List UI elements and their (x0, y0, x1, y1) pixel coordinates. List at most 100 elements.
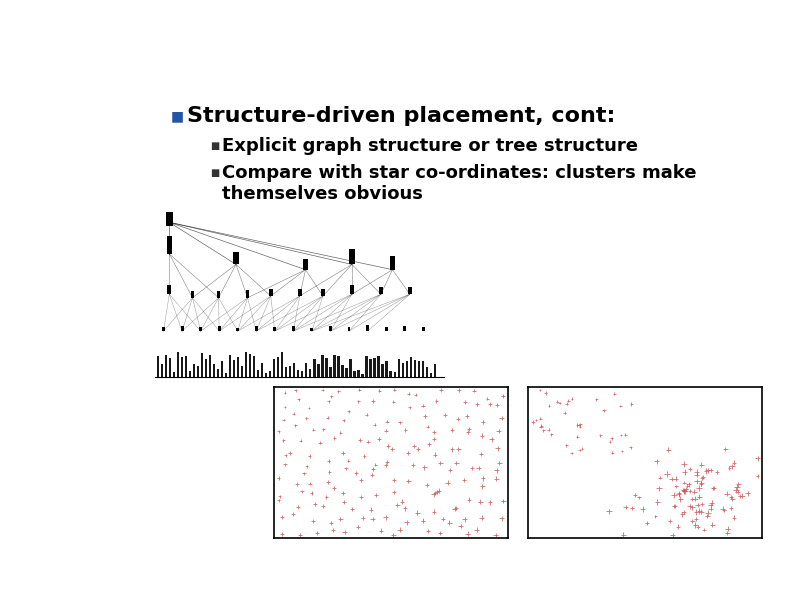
Point (704, 500, 717, 510)
Point (619, 502, 632, 512)
Point (724, 503, 737, 513)
Point (361, 437, 374, 446)
Point (672, 522, 684, 531)
Bar (289, 366, 291, 377)
Point (493, 459, 506, 468)
Bar (221, 362, 223, 377)
Point (719, 444, 732, 454)
Point (430, 396, 443, 406)
Point (322, 477, 334, 487)
Point (385, 444, 398, 453)
Bar (229, 355, 231, 377)
Point (309, 499, 322, 509)
Point (676, 509, 688, 519)
Point (684, 486, 697, 496)
Point (677, 508, 690, 517)
Point (458, 515, 471, 524)
Point (664, 516, 676, 525)
Point (558, 408, 571, 418)
Bar (326, 358, 328, 377)
Point (475, 513, 488, 522)
Point (565, 448, 578, 458)
Bar (361, 374, 364, 377)
Bar (269, 289, 272, 296)
Bar (197, 366, 199, 377)
Point (366, 471, 379, 480)
Point (357, 513, 369, 523)
Point (662, 445, 675, 455)
Point (692, 522, 704, 532)
Text: ■: ■ (210, 141, 220, 151)
Point (716, 504, 729, 513)
Bar (349, 249, 354, 264)
Bar (390, 256, 395, 270)
Point (325, 518, 337, 528)
Point (490, 474, 503, 484)
Point (434, 385, 447, 394)
Point (430, 487, 443, 497)
Point (353, 385, 366, 394)
Point (399, 425, 412, 435)
Point (606, 448, 619, 458)
Point (701, 466, 714, 475)
Point (707, 483, 720, 493)
Point (342, 406, 355, 416)
Bar (191, 291, 195, 298)
Point (461, 529, 474, 538)
Point (428, 427, 441, 437)
Point (314, 438, 326, 447)
Point (367, 464, 380, 474)
Point (279, 402, 291, 412)
Point (626, 503, 638, 512)
Bar (422, 361, 424, 377)
Point (399, 503, 411, 513)
Bar (172, 372, 175, 377)
Point (303, 451, 316, 461)
Bar (261, 364, 264, 377)
Point (468, 386, 480, 395)
Point (726, 494, 738, 503)
Point (317, 425, 330, 434)
Point (665, 474, 678, 484)
Point (680, 484, 692, 494)
Point (661, 469, 673, 478)
Point (617, 530, 630, 540)
Point (689, 515, 702, 524)
Point (412, 444, 425, 453)
Point (727, 458, 740, 467)
Point (497, 392, 510, 401)
Point (332, 387, 345, 396)
Point (327, 525, 340, 535)
Point (725, 493, 738, 502)
Point (695, 479, 707, 488)
Point (476, 418, 489, 427)
Bar (408, 287, 412, 295)
Point (407, 441, 420, 451)
Point (534, 422, 547, 431)
Point (322, 396, 335, 406)
Point (484, 497, 496, 507)
Point (669, 502, 681, 511)
Bar (390, 371, 391, 377)
Point (641, 519, 653, 528)
Bar (255, 325, 258, 331)
Point (571, 432, 584, 441)
Point (400, 518, 413, 527)
Bar (213, 364, 215, 377)
Bar (265, 373, 268, 377)
Point (690, 467, 703, 477)
Point (450, 458, 463, 468)
Point (342, 456, 355, 465)
Point (691, 477, 703, 486)
Point (692, 483, 705, 493)
Point (686, 503, 699, 512)
Bar (337, 356, 340, 377)
Point (345, 505, 358, 514)
Point (338, 527, 351, 537)
Point (727, 513, 740, 522)
Point (387, 531, 399, 540)
Point (492, 426, 505, 436)
Point (334, 428, 347, 437)
Point (573, 445, 586, 455)
Bar (333, 355, 336, 377)
